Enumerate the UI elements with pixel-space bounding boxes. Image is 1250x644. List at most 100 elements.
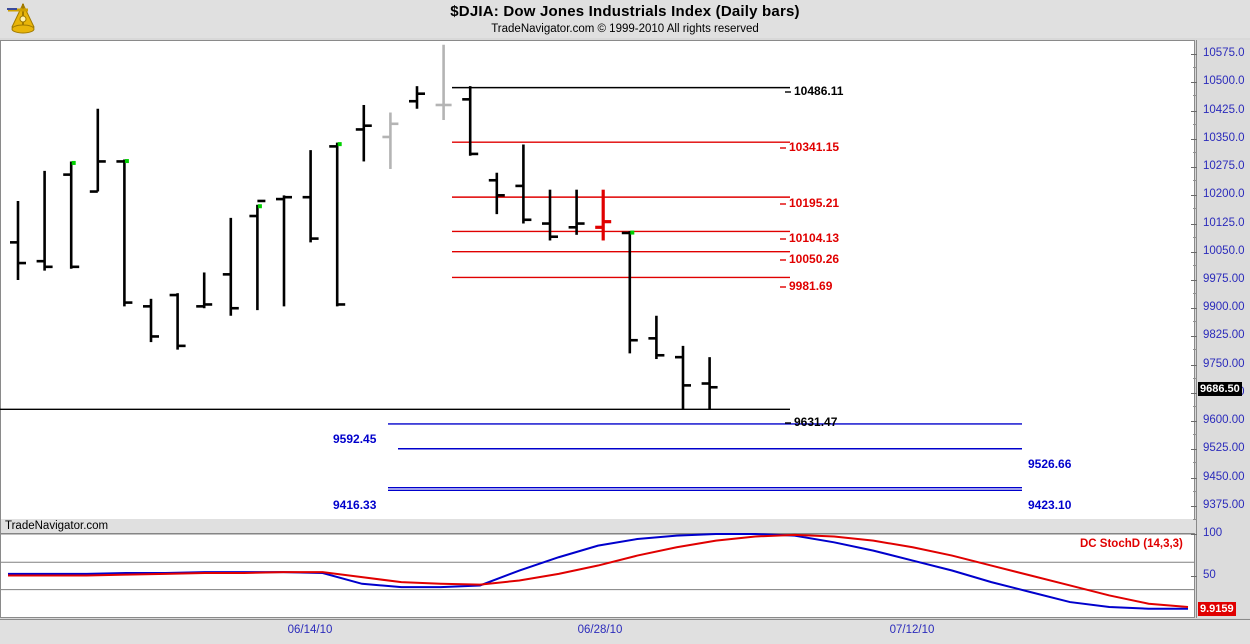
level-price-label: 10050.26	[789, 252, 840, 266]
sextant-logo-icon	[7, 2, 35, 34]
price-axis-label: 9825.00	[1203, 329, 1245, 342]
axis-minor-tick	[1193, 264, 1197, 266]
ohlc-bar	[675, 345, 691, 410]
ohlc-bar	[63, 160, 80, 269]
bar-signal-marker	[337, 142, 342, 147]
axis-tick	[1191, 505, 1197, 507]
ohlc-bar	[621, 230, 638, 354]
level-price-label: 9526.66	[1028, 457, 1072, 471]
axis-minor-tick	[1193, 95, 1197, 97]
indicator-line	[8, 533, 1189, 609]
axis-tick	[1191, 138, 1197, 140]
axis-tick	[1191, 308, 1197, 310]
price-axis-label: 9750.00	[1203, 357, 1245, 370]
axis-minor-tick	[1193, 518, 1197, 520]
ohlc-bar	[329, 142, 346, 307]
axis-minor-tick	[1193, 490, 1197, 492]
axis-tick	[1191, 251, 1197, 253]
axis-tick	[1191, 223, 1197, 225]
indicator-value-badge: 9.9159	[1198, 601, 1236, 616]
indicator-axis-tick	[1191, 575, 1197, 577]
axis-minor-tick	[1193, 377, 1197, 379]
level-price-label: 9592.45	[333, 432, 377, 446]
axis-minor-tick	[1193, 462, 1197, 464]
level-price-label: 10195.21	[789, 196, 840, 210]
axis-minor-tick	[1193, 123, 1197, 125]
bar-signal-marker	[71, 160, 76, 165]
axis-minor-tick	[1193, 434, 1197, 436]
axis-tick	[1191, 82, 1197, 84]
level-price-label: 10104.13	[789, 231, 840, 245]
current-price-badge: 9686.50	[1198, 381, 1242, 396]
price-axis-label: 10575.0	[1203, 47, 1245, 60]
date-axis-label: 06/14/10	[287, 624, 333, 636]
level-price-label: 9631.47	[794, 415, 838, 429]
ohlc-bar	[542, 189, 558, 241]
axis-minor-tick	[1193, 67, 1197, 69]
axis-minor-tick	[1193, 208, 1197, 210]
ohlc-bar	[568, 189, 585, 235]
price-axis[interactable]: 10575.0 10500.0 10425.0 10350.0 10275.0 10200…	[1191, 40, 1250, 618]
axis-tick	[1191, 336, 1197, 338]
ohlc-bar	[595, 189, 612, 241]
indicator-axis-label: 100	[1203, 527, 1223, 539]
price-axis-label: 10200.0	[1203, 188, 1245, 201]
indicator-name-label: DC StochD (14,3,3)	[1080, 538, 1183, 550]
watermark-text: TradeNavigator.com	[5, 520, 109, 532]
indicator-axis-label: 50	[1203, 568, 1216, 581]
ohlc-bar	[302, 150, 319, 243]
axis-tick	[1191, 54, 1197, 56]
price-axis-label: 10050.0	[1203, 244, 1245, 257]
price-axis-label: 9375.00	[1203, 498, 1245, 511]
axis-tick	[1191, 449, 1197, 451]
price-axis-label: 10425.0	[1203, 103, 1245, 116]
ohlc-bar	[276, 195, 292, 307]
date-axis-label: 07/12/10	[889, 624, 935, 636]
ohlc-bar	[409, 86, 425, 109]
axis-tick	[1191, 280, 1197, 281]
ohlc-bar	[222, 217, 239, 316]
ohlc-bar	[435, 44, 452, 121]
ohlc-bar	[355, 104, 372, 162]
date-axis-label: 06/28/10	[577, 624, 623, 636]
chart-header: $DJIA: Dow Jones Industrials Index (Dail…	[0, 0, 1250, 38]
axis-tick	[1191, 167, 1197, 169]
level-price-label: 9423.10	[1028, 498, 1072, 512]
axis-minor-tick	[1193, 349, 1197, 351]
axis-tick	[1191, 110, 1197, 112]
ohlc-bar	[462, 86, 479, 156]
axis-minor-tick	[1193, 236, 1197, 238]
axis-tick	[1191, 392, 1197, 394]
ohlc-bar	[382, 112, 399, 169]
ohlc-bar	[116, 159, 133, 307]
indicator-axis-tick	[1191, 534, 1197, 535]
ohlc-bar	[143, 298, 159, 343]
ohlc-bar	[10, 200, 26, 280]
axis-tick	[1191, 364, 1197, 366]
axis-minor-tick	[1193, 180, 1197, 182]
ohlc-bar	[196, 272, 213, 309]
date-axis[interactable]: 06/14/10 06/28/10 07/12/10	[0, 619, 1250, 644]
axis-minor-tick	[1193, 151, 1197, 153]
axis-tick	[1191, 421, 1197, 423]
ohlc-bar	[648, 315, 665, 360]
level-price-label: 9981.69	[789, 279, 833, 293]
ohlc-bar	[515, 144, 532, 224]
level-price-label: 9416.33	[333, 498, 377, 512]
price-axis-label: 10125.0	[1203, 216, 1245, 229]
level-price-label: 10486.11	[794, 84, 844, 98]
ohlc-bar	[169, 293, 186, 350]
price-axis-label: 10275.0	[1203, 160, 1245, 173]
price-axis-label: 10500.0	[1203, 75, 1245, 88]
bar-signal-marker	[124, 159, 129, 164]
axis-minor-tick	[1193, 293, 1197, 294]
price-axis-label: 9975.00	[1203, 273, 1245, 285]
price-axis-label: 9600.00	[1203, 414, 1245, 427]
ohlc-bar	[249, 199, 266, 311]
bar-signal-marker	[630, 230, 635, 235]
page-subtitle: TradeNavigator.com © 1999-2010 All right…	[491, 23, 759, 35]
price-axis-label: 9900.00	[1203, 301, 1245, 314]
